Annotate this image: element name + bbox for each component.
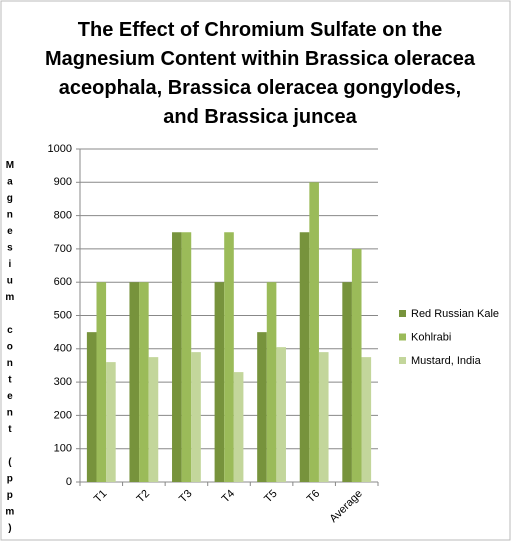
- y-tick-label: 800: [54, 210, 72, 222]
- legend-label: Mustard, India: [411, 355, 482, 367]
- y-tick-label: 600: [54, 276, 72, 288]
- bar: [96, 282, 107, 482]
- bar: [299, 232, 310, 482]
- y-tick-label: 0: [66, 476, 72, 488]
- bar: [191, 352, 201, 482]
- bar: [86, 332, 97, 482]
- legend-label: Red Russian Kale: [411, 308, 499, 320]
- bar: [351, 248, 362, 482]
- bar: [276, 347, 286, 482]
- y-tick-label: 300: [54, 376, 72, 388]
- bar: [266, 282, 277, 482]
- y-tick-label: 700: [54, 243, 72, 255]
- y-tick-label: 100: [54, 443, 72, 455]
- bar: [106, 362, 116, 482]
- y-axis-label: Magnesium content (ppm): [4, 160, 15, 540]
- bar: [309, 182, 319, 483]
- y-tick-label: 900: [54, 176, 72, 188]
- bar: [172, 232, 182, 482]
- y-tick-label: 1000: [48, 143, 72, 155]
- y-tick-label: 400: [54, 343, 72, 355]
- legend-swatch: [399, 333, 406, 341]
- bar: [148, 357, 159, 482]
- bar: [257, 332, 267, 482]
- bar: [361, 357, 372, 482]
- bar: [318, 352, 329, 482]
- legend-swatch: [399, 310, 406, 317]
- chart-title: The Effect of Chromium Sulfate on the Ma…: [44, 19, 476, 128]
- bar: [224, 232, 234, 482]
- bar: [129, 282, 140, 482]
- bar: [214, 282, 225, 482]
- bar: [181, 232, 192, 482]
- bar: [139, 282, 149, 482]
- legend-label: Kohlrabi: [411, 331, 451, 343]
- y-tick-label: 200: [54, 409, 72, 421]
- legend-swatch: [399, 357, 406, 364]
- y-tick-label: 500: [54, 309, 72, 321]
- bar: [233, 372, 244, 482]
- bar: [342, 282, 352, 482]
